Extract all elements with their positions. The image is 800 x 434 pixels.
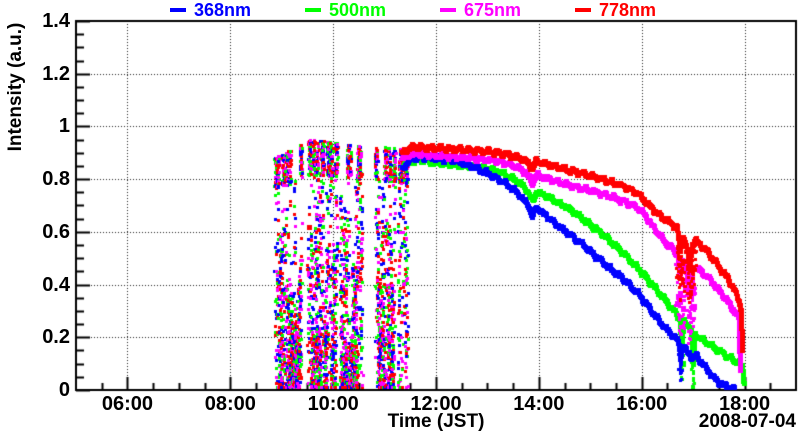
- y-tick-label-0.8: 0.8: [42, 168, 70, 191]
- x-tick-label-14:00: 14:00: [513, 393, 565, 415]
- x-tick-label-06:00: 06:00: [101, 393, 153, 415]
- legend-line-368nm-icon: [170, 8, 186, 12]
- x-tick-label-10:00: 10:00: [307, 393, 359, 415]
- x-axis-title: Time (JST): [387, 411, 485, 432]
- y-tick-label-0.6: 0.6: [42, 220, 70, 243]
- legend-line-500nm-icon: [305, 8, 321, 12]
- legend-label-778nm: 778nm: [599, 0, 657, 20]
- x-tick-label-08:00: 08:00: [204, 393, 256, 415]
- y-tick-label-0: 0: [58, 379, 70, 401]
- x-tick-label-18:00: 18:00: [718, 393, 771, 415]
- x-tick-label-12:00: 12:00: [410, 393, 462, 415]
- legend-label-675nm: 675nm: [464, 0, 522, 20]
- y-tick-label-1: 1: [58, 115, 70, 138]
- legend-label-500nm: 500nm: [329, 0, 387, 20]
- y-tick-label-0.2: 0.2: [42, 326, 70, 349]
- legend-label-368nm: 368nm: [194, 0, 252, 20]
- date-label: 2008-07-04: [698, 411, 796, 432]
- y-tick-label-1.2: 1.2: [42, 62, 70, 85]
- legend-line-778nm-icon: [575, 8, 591, 12]
- x-tick-label-16:00: 16:00: [616, 393, 668, 415]
- legend-line-675nm-icon: [440, 8, 456, 12]
- y-tick-label-0.4: 0.4: [42, 273, 70, 296]
- y-tick-label-1.4: 1.4: [42, 10, 70, 32]
